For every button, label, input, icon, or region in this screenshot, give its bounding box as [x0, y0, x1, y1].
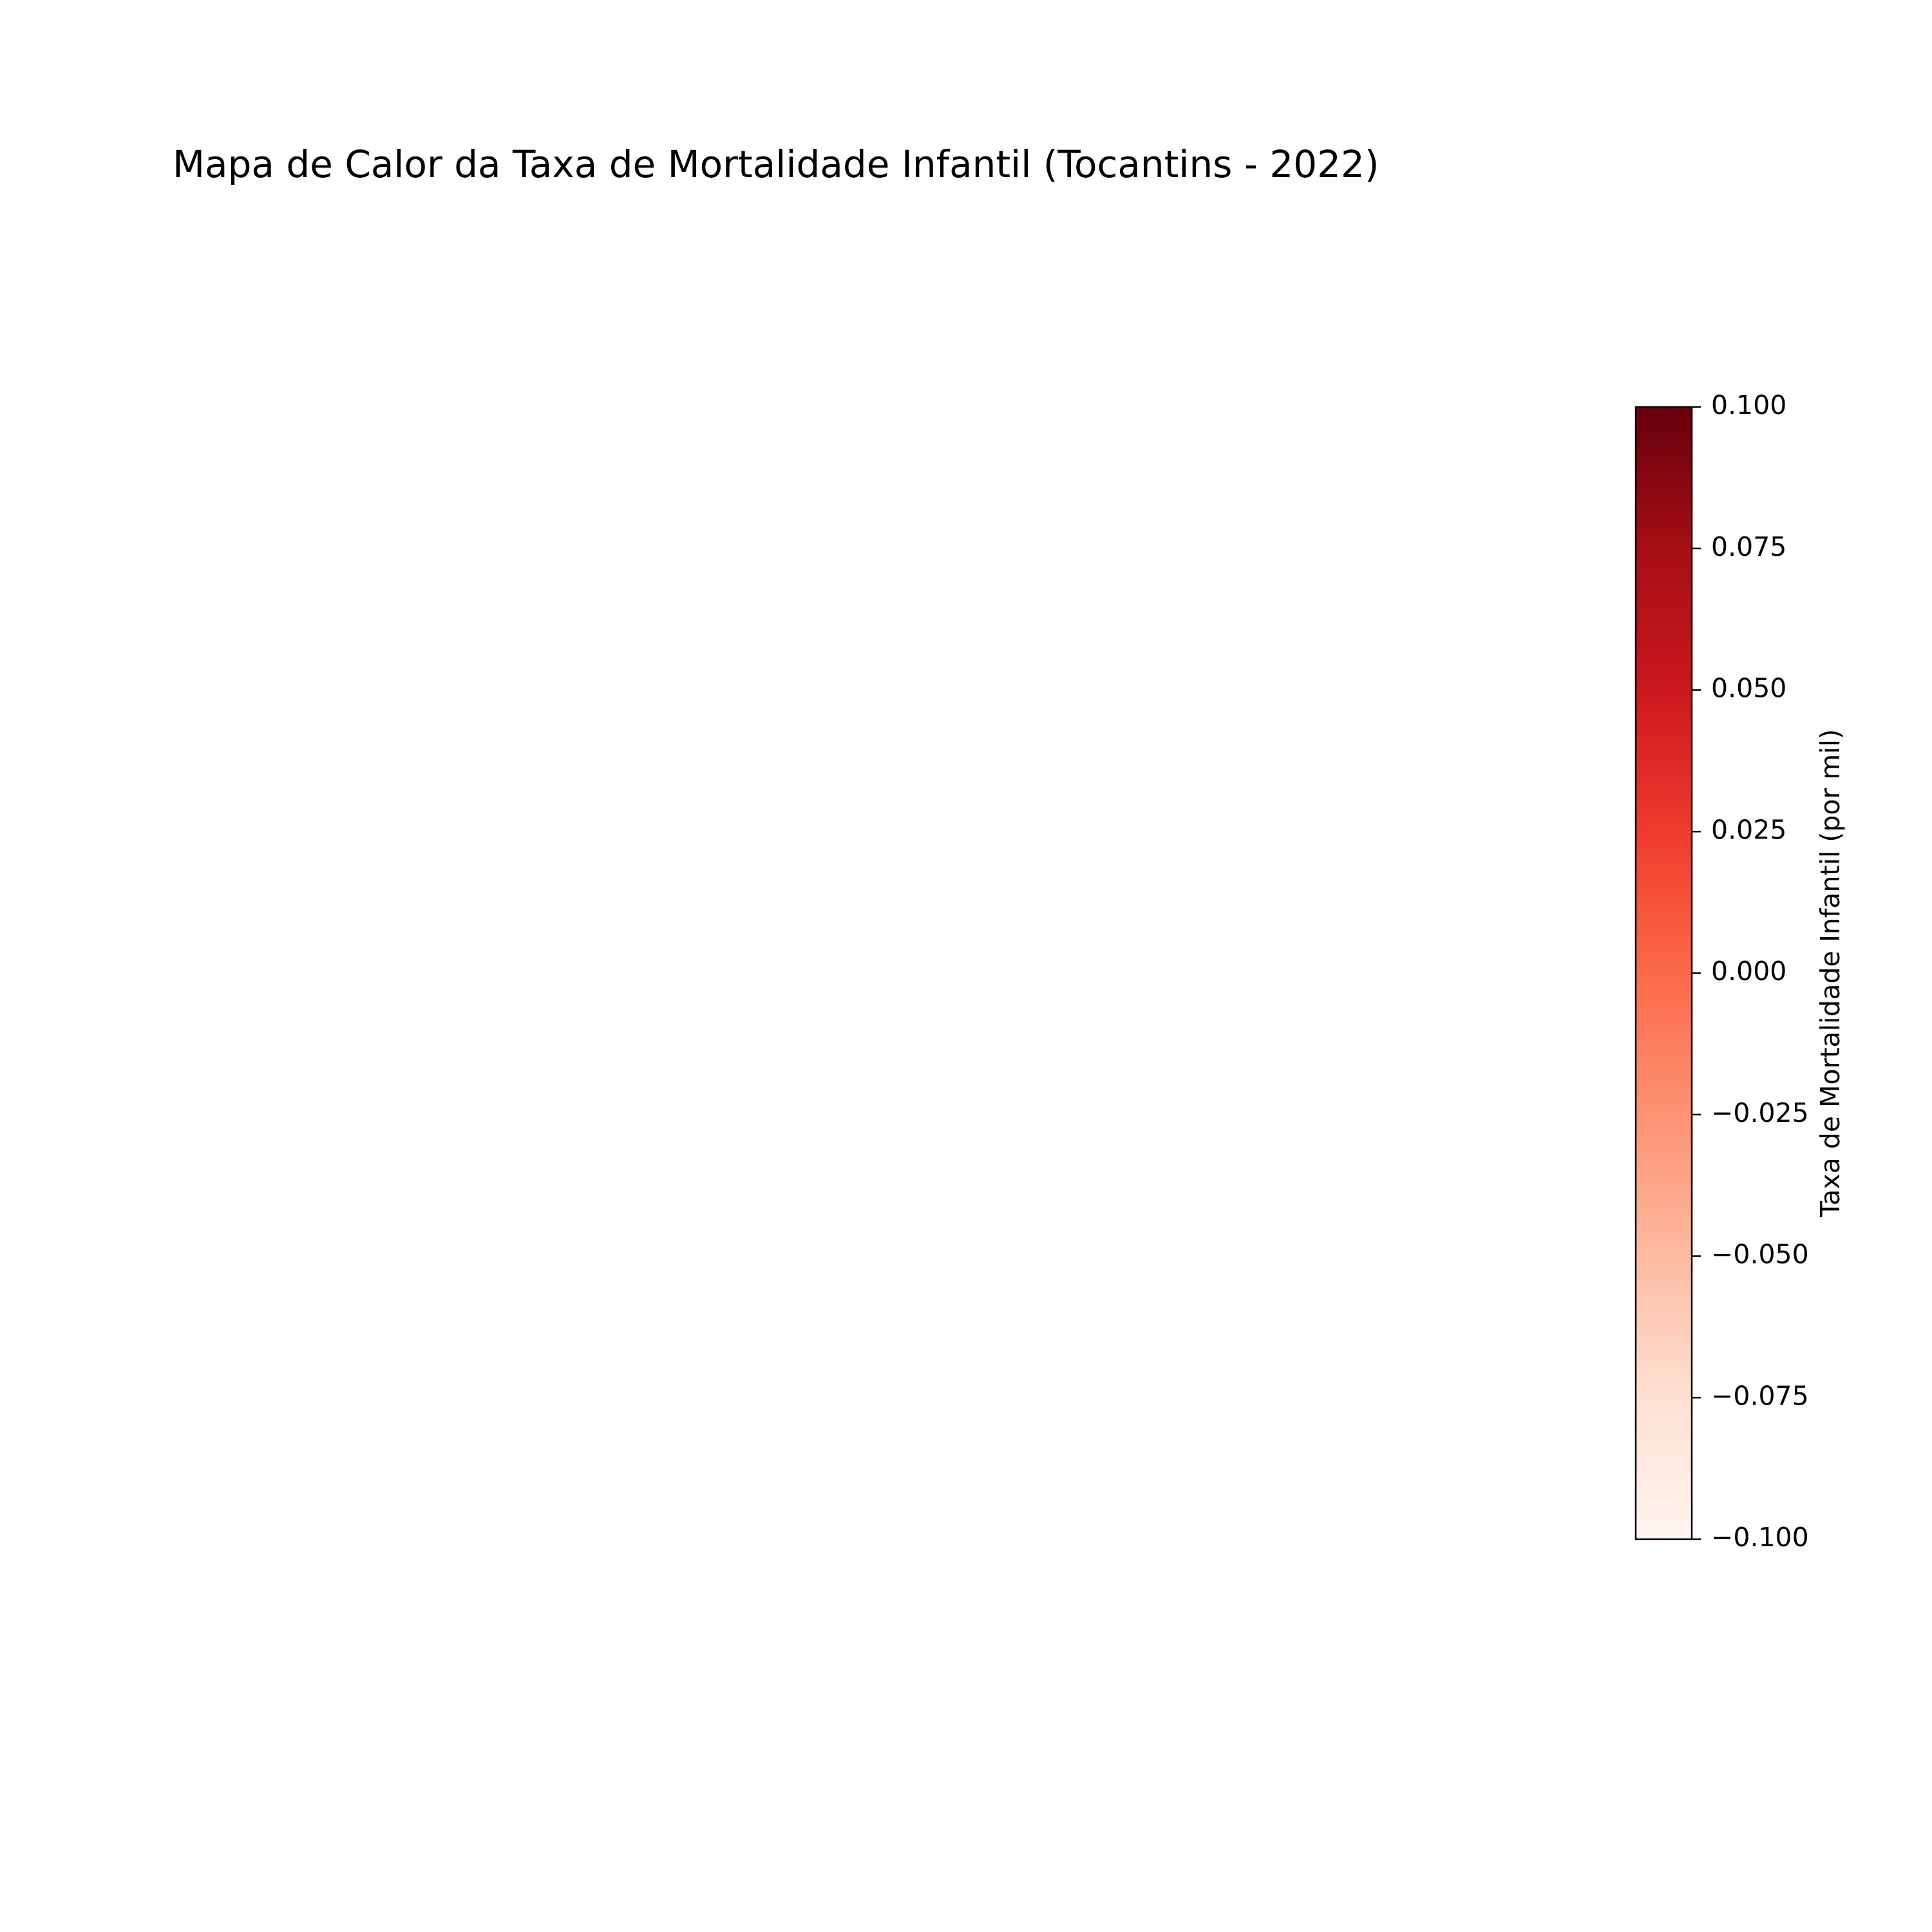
- colorbar-tick-label: −0.075: [1711, 1380, 1809, 1411]
- colorbar-label: Taxa de Mortalidade Infantil (por mil): [1815, 729, 1846, 1218]
- colorbar: 0.100 0.075 0.050 0.025 0.000 −0.025 −0.050 −0.…: [1634, 390, 1846, 1553]
- colorbar-tick-label: −0.100: [1711, 1522, 1809, 1553]
- colorbar-tick-label: 0.050: [1711, 673, 1786, 704]
- colorbar-ticks: 0.100 0.075 0.050 0.025 0.000 −0.025 −0.050 −0.…: [1692, 390, 1809, 1553]
- colorbar-gradient: [1636, 407, 1692, 1539]
- colorbar-tick-label: 0.075: [1711, 531, 1786, 562]
- colorbar-tick-label: −0.025: [1711, 1097, 1809, 1128]
- colorbar-tick-label: 0.000: [1711, 956, 1786, 987]
- colorbar-tick-label: −0.050: [1711, 1239, 1809, 1270]
- colorbar-tick-label: 0.025: [1711, 814, 1786, 845]
- colorbar-tick-label: 0.100: [1711, 390, 1786, 421]
- chart-title: Mapa de Calor da Taxa de Mortalidade Inf…: [173, 142, 1379, 186]
